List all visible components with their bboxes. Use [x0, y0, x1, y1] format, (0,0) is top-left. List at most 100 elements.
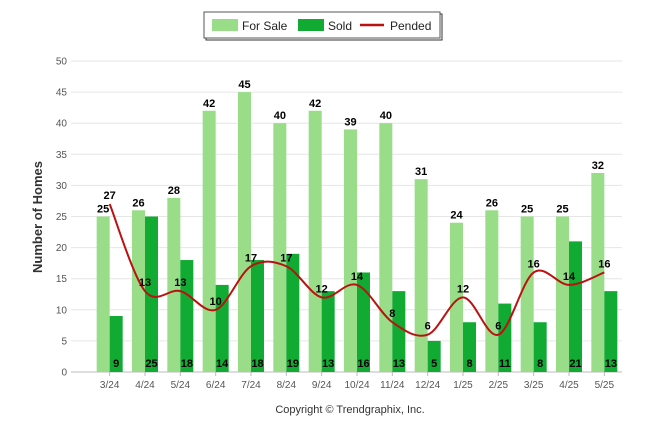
y-tick-label: 45 — [56, 88, 68, 99]
bar-sold — [109, 316, 123, 372]
x-tick-label: 9/24 — [312, 380, 332, 391]
data-label-for-sale: 42 — [203, 98, 215, 110]
bar-for-sale — [379, 123, 393, 372]
data-label-sold: 11 — [499, 358, 511, 370]
x-tick-label: 3/25 — [524, 380, 544, 391]
y-tick-label: 50 — [56, 57, 68, 68]
data-label-sold: 13 — [322, 358, 334, 370]
data-label-pended: 6 — [425, 321, 431, 333]
bar-sold — [427, 340, 441, 372]
bar-for-sale — [132, 210, 145, 372]
x-tick-label: 10/24 — [344, 380, 369, 391]
data-label-for-sale: 40 — [380, 110, 392, 122]
bar-for-sale — [450, 222, 463, 372]
data-label-pended: 17 — [245, 252, 257, 264]
bar-sold — [251, 260, 264, 372]
data-label-sold: 13 — [393, 358, 405, 370]
data-label-pended: 13 — [174, 277, 186, 289]
bar-for-sale — [520, 216, 534, 372]
bar-sold — [604, 291, 618, 372]
x-tick-label: 5/25 — [595, 380, 615, 391]
data-label-sold: 21 — [569, 358, 581, 370]
pended-line-layer — [108, 203, 605, 337]
copyright-footer: Copyright © Trendgraphix, Inc. — [275, 404, 424, 416]
x-tick-label: 8/24 — [277, 380, 297, 391]
bar-sold — [215, 284, 229, 372]
x-tick-label: 5/24 — [171, 380, 191, 391]
x-tick-label: 4/25 — [559, 380, 579, 391]
data-label-sold: 18 — [181, 358, 193, 370]
data-label-sold: 5 — [431, 358, 437, 370]
data-label-for-sale: 32 — [592, 160, 604, 172]
data-label-sold: 8 — [466, 358, 472, 370]
x-tick-label: 2/25 — [489, 380, 509, 391]
data-label-for-sale: 45 — [238, 79, 250, 91]
y-tick-label: 20 — [56, 243, 68, 254]
data-label-pended: 16 — [528, 258, 540, 270]
x-tick-label: 1/25 — [453, 380, 473, 391]
bar-sold — [463, 322, 476, 372]
data-label-sold: 25 — [145, 358, 157, 370]
data-label-for-sale: 31 — [415, 166, 427, 178]
data-label-pended: 6 — [495, 321, 501, 333]
x-tick-label: 7/24 — [241, 380, 261, 391]
x-axis: 3/24 4/24 5/24 6/24 7/24 8/24 9/24 10/24 11/24 12… — [100, 372, 615, 391]
bar-sold — [392, 291, 406, 372]
bar-for-sale — [414, 179, 428, 372]
legend-label-pended: Pended — [390, 19, 431, 33]
y-axis-title: Number of Homes — [30, 161, 45, 273]
bar-for-sale — [485, 210, 499, 372]
x-tick-label: 6/24 — [206, 380, 226, 391]
bar-for-sale — [273, 123, 287, 372]
data-label-pended: 12 — [457, 283, 469, 295]
y-tick-label: 10 — [56, 305, 68, 316]
bar-sold — [569, 241, 582, 372]
data-label-sold: 14 — [216, 358, 229, 370]
bar-for-sale — [167, 197, 181, 372]
data-label-sold: 19 — [287, 358, 299, 370]
bar-sold — [145, 216, 158, 372]
data-label-pended: 14 — [351, 271, 364, 283]
data-label-for-sale: 26 — [132, 197, 144, 209]
data-label-for-sale: 26 — [486, 197, 498, 209]
data-label-pended: 27 — [104, 190, 116, 202]
data-label-for-sale: 25 — [556, 204, 568, 216]
data-label-pended: 13 — [139, 277, 151, 289]
bar-for-sale — [344, 129, 357, 372]
data-label-for-sale: 28 — [168, 185, 180, 197]
x-tick-label: 11/24 — [380, 380, 405, 391]
data-label-sold: 8 — [537, 358, 543, 370]
y-tick-label: 5 — [61, 336, 67, 347]
x-tick-label: 3/24 — [100, 380, 120, 391]
y-tick-label: 30 — [56, 181, 68, 192]
data-label-for-sale: 42 — [309, 98, 321, 110]
bars-layer — [96, 92, 618, 372]
data-label-for-sale: 40 — [274, 110, 286, 122]
data-label-sold: 18 — [251, 358, 263, 370]
bar-for-sale — [96, 216, 110, 372]
data-label-sold: 9 — [113, 358, 119, 370]
legend-label-sold: Sold — [328, 19, 352, 33]
data-labels-layer: 25 9 26 25 28 18 42 14 45 18 40 19 42 13 39 16 40 13 31 5 24… — [97, 79, 617, 370]
y-tick-label: 40 — [56, 119, 68, 130]
bar-for-sale — [202, 110, 216, 372]
data-label-for-sale: 25 — [97, 204, 109, 216]
y-tick-label: 0 — [61, 368, 67, 379]
x-tick-label: 4/24 — [135, 380, 155, 391]
y-tick-label: 15 — [56, 274, 68, 285]
bar-sold — [321, 291, 335, 372]
bar-sold — [286, 253, 300, 372]
legend-label-for-sale: For Sale — [242, 19, 288, 33]
data-label-pended: 12 — [316, 283, 328, 295]
data-label-pended: 16 — [598, 258, 610, 270]
data-label-for-sale: 39 — [344, 116, 356, 128]
bar-for-sale — [556, 216, 569, 372]
data-label-pended: 8 — [389, 308, 395, 320]
bar-sold — [180, 260, 194, 372]
bar-for-sale — [591, 172, 605, 372]
bar-for-sale — [308, 110, 322, 372]
bar-sold — [357, 272, 370, 372]
legend: For Sale Sold Pended — [203, 11, 443, 41]
